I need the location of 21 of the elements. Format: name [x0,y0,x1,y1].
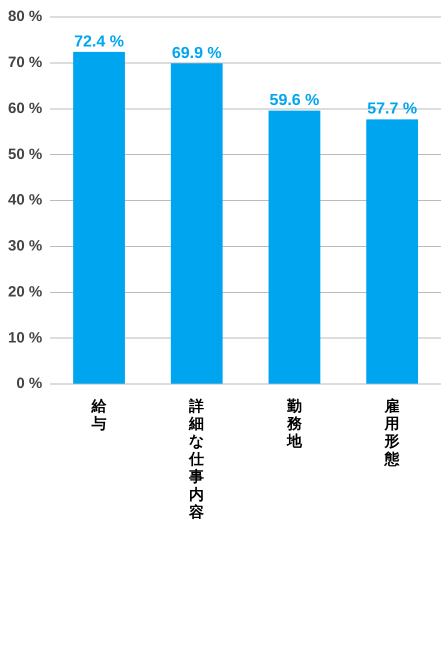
bar [366,119,418,384]
y-tick-label: 40 % [8,192,42,209]
x-tick-label: 給与 [90,396,108,433]
y-tick-label: 0 % [16,375,42,392]
bar [73,52,125,384]
y-tick-label: 80 % [8,8,42,26]
x-tick-label: 雇用形態 [384,396,401,468]
bar [170,63,223,384]
y-tick-label: 50 % [8,146,42,163]
y-tick-label: 20 % [8,283,42,300]
bar [268,110,320,384]
y-tick-label: 70 % [8,54,42,72]
data-label: 57.7 % [367,100,418,118]
x-tick-label: 勤務地 [286,396,303,450]
data-label: 69.9 % [172,44,222,62]
y-tick-label: 60 % [8,100,42,117]
y-tick-label: 10 % [8,329,42,346]
y-tick-label: 30 % [8,238,42,255]
data-label: 59.6 % [270,92,320,110]
x-tick-label: 詳細な仕事内容 [188,396,204,522]
data-label: 72.4 % [74,33,124,50]
